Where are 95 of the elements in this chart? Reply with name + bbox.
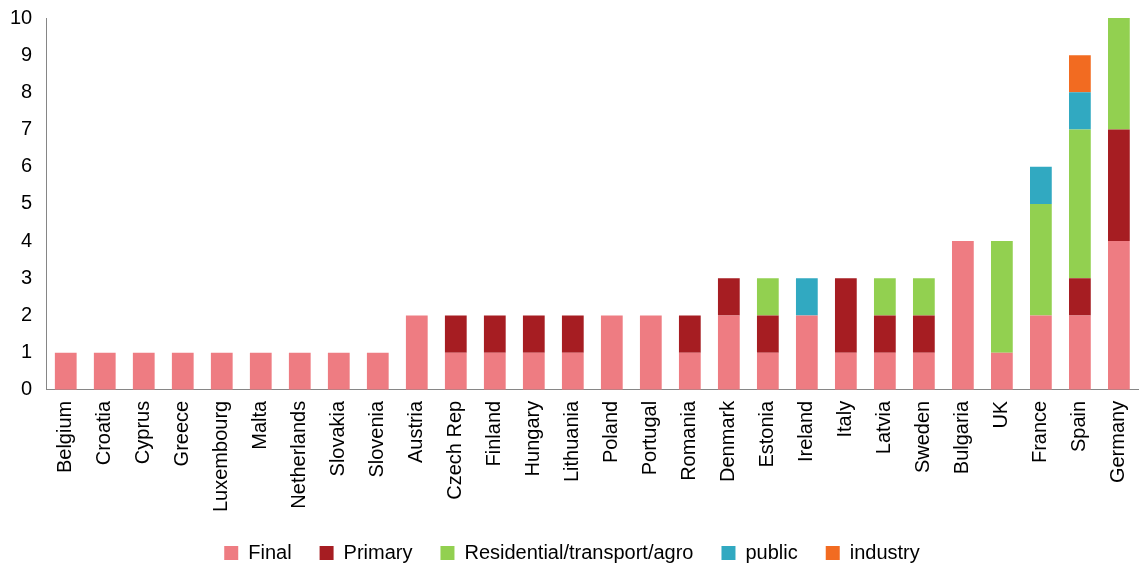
bar: [1069, 315, 1091, 390]
x-tick-label: Belgium: [53, 400, 76, 474]
bar: [873, 315, 896, 353]
y-tick-label: 6: [21, 154, 33, 177]
bar: [1030, 203, 1052, 316]
bar: [1030, 166, 1052, 204]
x-tick-label: UK: [989, 400, 1012, 429]
legend-label: public: [745, 540, 798, 563]
bar: [366, 352, 389, 390]
y-tick-label: 1: [21, 340, 33, 363]
bar: [717, 315, 740, 390]
bar: [1069, 278, 1091, 316]
y-tick-label: 4: [21, 228, 33, 251]
x-tick-label: Denmark: [716, 399, 739, 482]
bar: [561, 352, 584, 390]
bar: [1030, 315, 1052, 390]
x-tick-label: Germany: [1106, 400, 1129, 484]
x-tick-label: Finland: [482, 400, 505, 467]
x-tick-label: Slovakia: [326, 399, 349, 477]
bar: [54, 352, 77, 390]
x-tick-label: France: [1028, 400, 1051, 464]
bar: [678, 315, 701, 353]
y-tick-label: 8: [21, 79, 33, 102]
legend-label: Residential/transport/agro: [464, 540, 694, 563]
x-tick-label: Austria: [404, 399, 427, 464]
y-tick-label: 7: [21, 117, 33, 140]
bar: [1069, 129, 1091, 279]
bar: [756, 278, 779, 316]
x-tick-label: Estonia: [755, 399, 778, 468]
bar: [1069, 55, 1091, 93]
bar: [639, 315, 662, 390]
bar: [1108, 241, 1130, 390]
x-tick-label: Sweden: [911, 400, 934, 474]
bar: [1069, 92, 1091, 130]
bar: [249, 352, 272, 390]
bar: [951, 241, 974, 390]
bar: [522, 315, 545, 353]
x-tick-label: Luxembourg: [209, 400, 232, 513]
x-tick-label: Netherlands: [287, 400, 310, 509]
x-tick-label: Hungary: [521, 400, 544, 477]
bar: [912, 352, 935, 390]
x-tick-label: Malta: [248, 399, 271, 450]
bar: [132, 352, 155, 390]
x-tick-label: Portugal: [638, 400, 661, 476]
bar: [834, 352, 857, 390]
bar: [717, 278, 740, 316]
y-tick-label: 9: [21, 42, 33, 65]
legend-label: Final: [248, 540, 292, 563]
x-tick-label: Romania: [677, 399, 700, 481]
x-tick-label: Poland: [599, 400, 622, 464]
bar: [795, 278, 818, 316]
bar: [873, 278, 896, 316]
bar: [795, 315, 818, 390]
bar: [210, 352, 233, 390]
bar: [522, 352, 545, 390]
bar: [444, 352, 467, 390]
x-tick-label: Cyprus: [131, 400, 154, 465]
x-tick-label: Italy: [833, 400, 856, 438]
bar: [756, 315, 779, 353]
legend-label: industry: [849, 540, 920, 563]
y-tick-label: 2: [21, 302, 33, 325]
bar: [561, 315, 584, 353]
bar: [288, 352, 311, 390]
x-tick-label: Ireland: [794, 400, 817, 462]
bar: [405, 315, 428, 390]
x-tick-label: Lithuania: [560, 399, 583, 483]
x-tick-label: Slovenia: [365, 399, 388, 478]
bar: [756, 352, 779, 390]
y-tick-label: 10: [10, 5, 33, 28]
bar: [1108, 129, 1130, 242]
x-tick-label: Croatia: [92, 399, 115, 466]
y-tick-label: 5: [21, 191, 33, 214]
bar: [912, 278, 935, 316]
bar: [171, 352, 194, 390]
x-tick-label: Czech Rep: [443, 400, 466, 500]
bar: [444, 315, 467, 353]
bar: [834, 278, 857, 353]
legend-label: Primary: [343, 540, 413, 563]
bar: [1108, 18, 1130, 130]
x-tick-label: Greece: [170, 400, 193, 467]
bar: [327, 352, 350, 390]
bar: [600, 315, 623, 390]
bar: [483, 352, 506, 390]
x-tick-label: Latvia: [872, 399, 895, 455]
bar: [873, 352, 896, 390]
bar: [93, 352, 116, 390]
bar: [912, 315, 935, 353]
y-tick-label: 3: [21, 265, 33, 288]
bar: [990, 241, 1013, 353]
bar: [990, 352, 1013, 390]
x-tick-label: Spain: [1067, 400, 1090, 452]
x-tick-label: Bulgaria: [950, 399, 973, 475]
y-tick-label: 0: [21, 377, 33, 400]
bar: [483, 315, 506, 353]
bar: [678, 352, 701, 390]
